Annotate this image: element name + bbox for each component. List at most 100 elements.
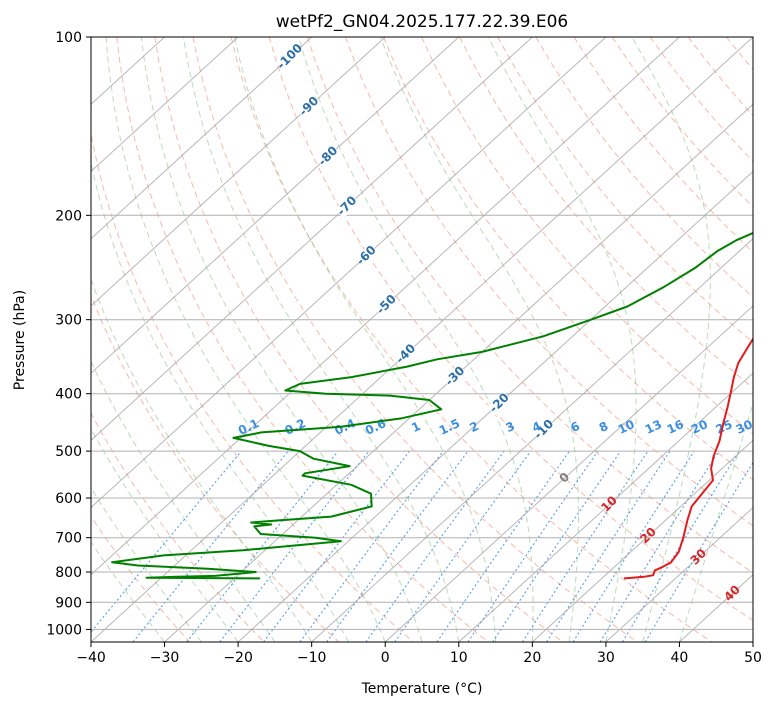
isotherms xyxy=(91,37,753,642)
mixing-ratio-line xyxy=(436,450,570,642)
isotherm-line xyxy=(91,37,753,642)
mixing-ratio-label: 25 xyxy=(713,417,734,437)
mixing-ratio-line xyxy=(219,450,370,642)
x-tick-label: 0 xyxy=(381,650,390,666)
moist-adiabats xyxy=(91,37,753,642)
mixing-ratio-label: 0.2 xyxy=(283,416,308,438)
isotherm-line xyxy=(91,37,680,576)
y-tick-label: 500 xyxy=(55,444,82,460)
sounding-series xyxy=(111,231,753,580)
mixing-ratio-line xyxy=(546,450,671,642)
dry-adiabat-line xyxy=(154,37,563,642)
mixing-ratio-label: 0.6 xyxy=(363,416,388,438)
axes: −40 −30 −20 −10 0 10 20 30 40 50 1000 900 800 700 600 5… xyxy=(46,30,762,666)
moist-adiabat-line xyxy=(91,278,313,642)
isotherm-line xyxy=(605,506,753,642)
moist-adiabat-line xyxy=(91,427,239,642)
isotherm-line xyxy=(91,37,386,307)
x-tick-label: −30 xyxy=(150,650,180,666)
mixing-ratio-line xyxy=(186,450,339,642)
mixing-ratio-label: 6 xyxy=(568,419,581,435)
x-tick-label: 40 xyxy=(671,650,689,666)
isotherm-line xyxy=(91,37,239,173)
isotherm-label-bg xyxy=(297,94,322,119)
isotherm-label-bg xyxy=(335,194,360,219)
y-tick-label: 100 xyxy=(55,30,82,46)
mixing-ratio-label: 16 xyxy=(665,417,686,437)
mixing-ratio-label: 20 xyxy=(689,417,710,437)
plot-area: -100-90-80-70-60-50-40-30-20-10010203040… xyxy=(91,37,775,642)
moist-adiabat-line xyxy=(380,37,579,642)
isotherm-label-bg xyxy=(487,391,512,416)
mixing-ratio-line xyxy=(326,450,469,642)
x-tick-label: 50 xyxy=(744,650,762,666)
mixing-ratio-line xyxy=(263,450,410,642)
mixing-ratio-label: 36 xyxy=(754,417,775,437)
moist-adiabat-line xyxy=(631,37,711,642)
mixing-ratio-lines xyxy=(91,450,753,642)
moist-adiabat-line xyxy=(91,487,202,642)
dry-adiabat-line xyxy=(421,37,753,435)
moist-adiabat-line xyxy=(298,37,534,642)
dry-adiabat-line xyxy=(91,412,265,642)
isotherm-line xyxy=(91,37,607,509)
temperature-profile-line xyxy=(623,337,753,580)
moist-adiabat-line xyxy=(487,37,637,642)
dry-adiabat-line xyxy=(459,37,753,389)
isotherm-line xyxy=(531,439,753,642)
mixing-ratio-line xyxy=(522,450,649,642)
isotherm-line xyxy=(91,37,313,240)
y-tick-label: 600 xyxy=(55,491,82,507)
dry-adiabat-line xyxy=(726,37,753,71)
mixing-ratio-label: 10 xyxy=(616,417,637,437)
y-tick-label: 200 xyxy=(55,208,82,224)
moist-adiabat-line xyxy=(234,37,497,642)
isotherm-label-bg xyxy=(277,44,303,69)
isotherm-line xyxy=(91,37,533,441)
mixing-ratio-line xyxy=(492,450,622,642)
x-tick-label: −20 xyxy=(223,650,253,666)
dry-adiabat-line xyxy=(535,37,753,298)
moist-adiabat-line xyxy=(91,541,165,642)
x-axis-label: Temperature (°C) xyxy=(361,681,483,697)
y-tick-label: 400 xyxy=(55,387,82,403)
dry-adiabat-line xyxy=(192,37,638,642)
isotherm-line xyxy=(164,103,753,642)
dry-adiabat-line xyxy=(497,37,753,344)
mixing-ratio-line xyxy=(599,450,720,642)
dry-adiabat-line xyxy=(765,37,775,642)
moist-adiabat-line xyxy=(183,37,460,642)
moist-adiabat-line xyxy=(678,401,753,642)
plot-frame xyxy=(90,36,754,643)
y-tick-label: 800 xyxy=(55,565,82,581)
dry-adiabat-line xyxy=(344,37,753,527)
isotherm-label-bg xyxy=(393,342,419,367)
y-tick-label: 300 xyxy=(55,313,82,329)
isotherm-line xyxy=(384,305,753,642)
isobar-grid xyxy=(91,37,753,630)
mixing-ratio-label: 13 xyxy=(643,417,664,437)
isotherm-line xyxy=(311,238,753,642)
isotherm-label-bg xyxy=(443,364,468,389)
mixing-ratio-label: 8 xyxy=(597,419,610,435)
x-tick-label: 30 xyxy=(597,650,615,666)
x-tick-label: 20 xyxy=(523,650,541,666)
y-tick-label: 900 xyxy=(55,595,82,611)
isotherm-label-bg xyxy=(531,417,557,442)
mixing-ratio-line xyxy=(467,450,599,642)
isotherm-label-bg xyxy=(354,243,379,268)
dry-adiabat-line xyxy=(91,131,414,642)
chart-title: wetPf2_GN04.2025.177.22.39.E06 xyxy=(276,12,568,32)
x-tick-label: −10 xyxy=(297,650,327,666)
moist-adiabat-line xyxy=(91,160,349,642)
moist-adiabat-line xyxy=(105,37,386,642)
dry-adiabat-line xyxy=(116,37,489,642)
moist-adiabat-line xyxy=(140,37,423,642)
x-tick-label: 10 xyxy=(450,650,468,666)
mixing-ratio-line xyxy=(91,450,242,633)
dry-adiabat-line xyxy=(91,515,191,642)
isotherm-line xyxy=(237,170,753,642)
dry-adiabat-line xyxy=(573,37,753,253)
dry-adiabat-line xyxy=(268,37,753,622)
dry-adiabat-line xyxy=(91,293,340,642)
